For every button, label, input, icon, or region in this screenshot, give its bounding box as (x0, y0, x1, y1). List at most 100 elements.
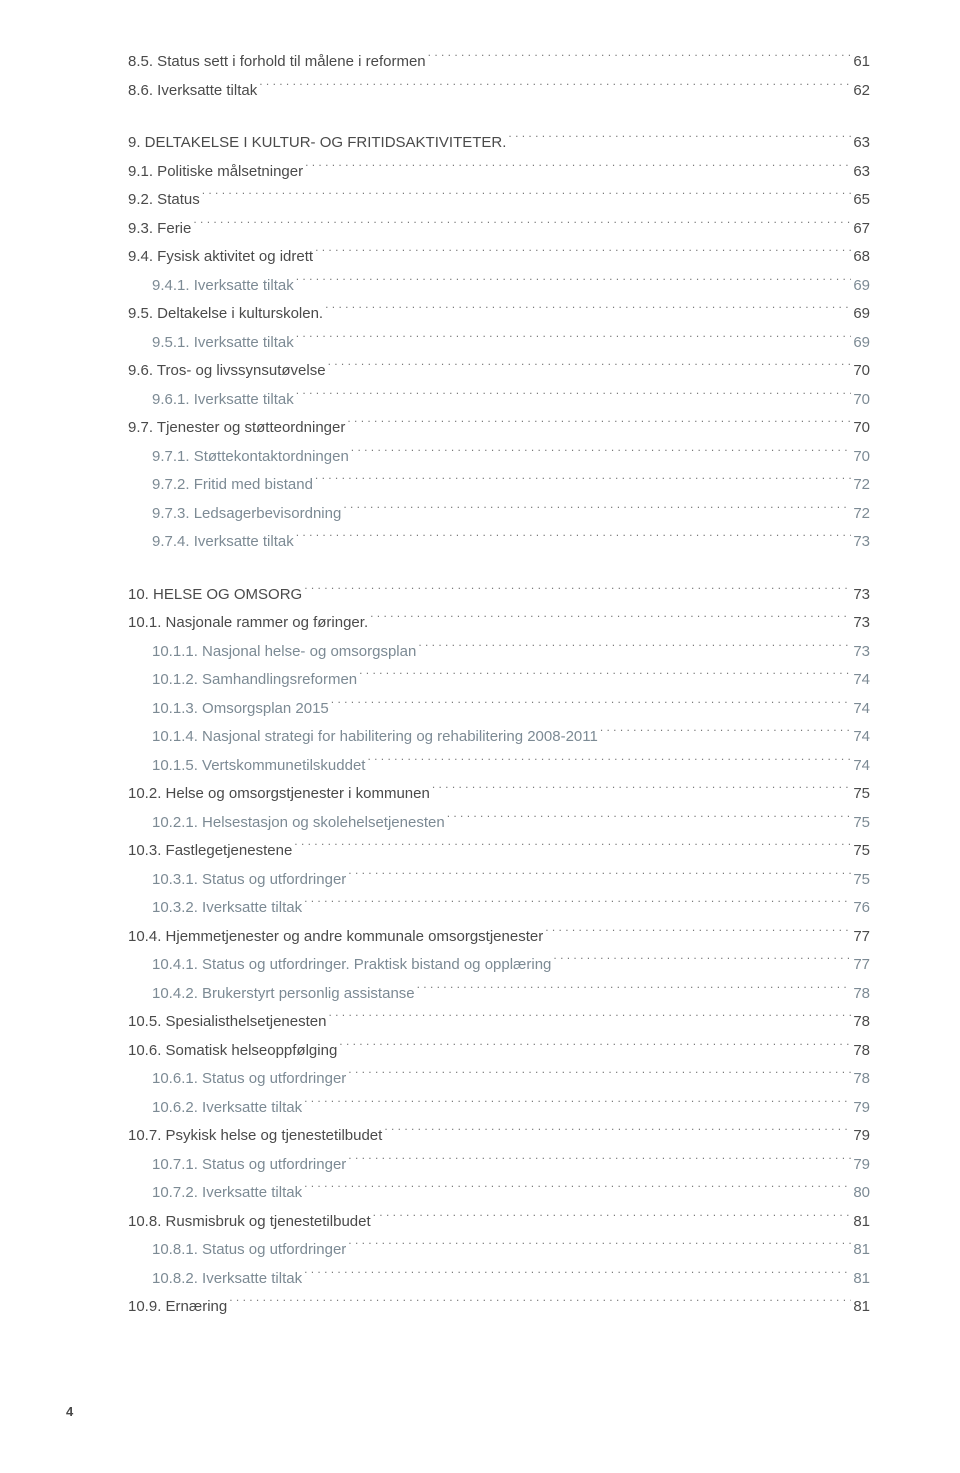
toc-entry-label: 10.4.2. Brukerstyrt personlig assistanse (152, 980, 415, 1009)
toc-entry-page: 73 (853, 609, 870, 638)
toc-entry-label: 9.6. Tros- og livssynsutøvelse (128, 357, 326, 386)
toc-entry-page: 63 (853, 129, 870, 158)
toc-spacer (90, 105, 870, 129)
toc-entry-page: 67 (853, 215, 870, 244)
toc-dot-leader (296, 275, 852, 290)
toc-entry-label: 9.7. Tjenester og støtteordninger (128, 414, 345, 443)
toc-entry: 10.1. Nasjonale rammer og føringer. 73 (90, 609, 870, 638)
toc-entry-label: 10.3. Fastlegetjenestene (128, 837, 292, 866)
toc-entry-page: 72 (853, 471, 870, 500)
toc-entry-page: 81 (853, 1236, 870, 1265)
toc-entry: 9.7. Tjenester og støtteordninger 70 (90, 414, 870, 443)
toc-entry-label: 10.6.1. Status og utfordringer (152, 1065, 346, 1094)
toc-entry-page: 74 (853, 723, 870, 752)
toc-entry-label: 9.7.2. Fritid med bistand (152, 471, 313, 500)
toc-entry: 9.7.1. Støttekontaktordningen70 (90, 443, 870, 472)
toc-entry: 10.4.1. Status og utfordringer. Praktisk… (90, 951, 870, 980)
toc-entry-label: 10.5. Spesialisthelsetjenesten (128, 1008, 326, 1037)
toc-dot-leader (432, 783, 851, 798)
toc-dot-leader (428, 51, 852, 66)
toc-dot-leader (553, 954, 851, 969)
toc-entry-page: 69 (853, 272, 870, 301)
toc-entry: 10.8.2. Iverksatte tiltak81 (90, 1265, 870, 1294)
toc-entry-page: 81 (853, 1293, 870, 1322)
toc-entry: 10.7.2. Iverksatte tiltak 80 (90, 1179, 870, 1208)
toc-entry-page: 78 (853, 1008, 870, 1037)
toc-dot-leader (202, 189, 852, 204)
toc-entry-page: 70 (853, 443, 870, 472)
toc-dot-leader (315, 246, 851, 261)
toc-entry: 9.1. Politiske målsetninger63 (90, 158, 870, 187)
toc-entry-label: 9. DELTAKELSE I KULTUR- OG FRITIDSAKTIVI… (128, 129, 506, 158)
toc-entry-label: 9.7.3. Ledsagerbevisordning (152, 500, 341, 529)
toc-dot-leader (373, 1211, 852, 1226)
toc-entry-page: 61 (853, 48, 870, 77)
toc-entry: 10.3.2. Iverksatte tiltak76 (90, 894, 870, 923)
toc-entry-page: 80 (853, 1179, 870, 1208)
toc-entry: 10.6. Somatisk helseoppfølging 78 (90, 1037, 870, 1066)
toc-entry-page: 79 (853, 1094, 870, 1123)
toc-entry: 10.1.2. Samhandlingsreformen74 (90, 666, 870, 695)
toc-entry: 10.6.2. Iverksatte tiltak79 (90, 1094, 870, 1123)
toc-entry-label: 9.4. Fysisk aktivitet og idrett (128, 243, 313, 272)
toc-entry-page: 76 (853, 894, 870, 923)
toc-entry-label: 10.4. Hjemmetjenester og andre kommunale… (128, 923, 543, 952)
toc-dot-leader (447, 812, 852, 827)
toc-dot-leader (384, 1125, 851, 1140)
toc-entry-label: 10.6. Somatisk helseoppfølging (128, 1037, 337, 1066)
toc-entry: 10.4. Hjemmetjenester og andre kommunale… (90, 923, 870, 952)
toc-dot-leader (348, 869, 851, 884)
toc-entry: 9.4.1. Iverksatte tiltak69 (90, 272, 870, 301)
toc-spacer (90, 557, 870, 581)
toc-entry: 10.1.4. Nasjonal strategi for habiliteri… (90, 723, 870, 752)
toc-entry-page: 78 (853, 1065, 870, 1094)
toc-entry-label: 10.7.2. Iverksatte tiltak (152, 1179, 302, 1208)
toc-entry: 10.7.1. Status og utfordringer79 (90, 1151, 870, 1180)
toc-entry-page: 70 (853, 386, 870, 415)
toc-entry-label: 10.4.1. Status og utfordringer. Praktisk… (152, 951, 551, 980)
toc-entry: 10.8.1. Status og utfordringer 81 (90, 1236, 870, 1265)
toc-entry: 10.2.1. Helsestasjon og skolehelsetjenes… (90, 809, 870, 838)
toc-entry: 10.6.1. Status og utfordringer 78 (90, 1065, 870, 1094)
toc-dot-leader (351, 446, 852, 461)
toc-entry-page: 75 (853, 866, 870, 895)
toc-entry-page: 62 (853, 77, 870, 106)
toc-entry-page: 78 (853, 1037, 870, 1066)
toc-entry-label: 10. HELSE OG OMSORG (128, 581, 302, 610)
toc-dot-leader (296, 389, 852, 404)
toc-entry-label: 10.1. Nasjonale rammer og føringer. (128, 609, 368, 638)
toc-entry-label: 10.1.4. Nasjonal strategi for habiliteri… (152, 723, 598, 752)
toc-dot-leader (348, 1239, 851, 1254)
toc-entry-page: 72 (853, 500, 870, 529)
toc-entry-page: 75 (853, 809, 870, 838)
toc-entry: 10.1.1. Nasjonal helse- og omsorgsplan73 (90, 638, 870, 667)
toc-entry-label: 10.7.1. Status og utfordringer (152, 1151, 346, 1180)
page-number: 4 (66, 1404, 73, 1419)
toc-entry: 10.1.5. Vertskommunetilskuddet74 (90, 752, 870, 781)
toc-dot-leader (315, 474, 851, 489)
toc-entry-page: 73 (853, 638, 870, 667)
toc-entry-page: 70 (853, 357, 870, 386)
toc-dot-leader (305, 161, 851, 176)
toc-dot-leader (600, 726, 851, 741)
toc-entry-label: 10.8.1. Status og utfordringer (152, 1236, 346, 1265)
toc-dot-leader (417, 983, 852, 998)
toc-dot-leader (193, 218, 851, 233)
toc-entry: 9.5.1. Iverksatte tiltak69 (90, 329, 870, 358)
toc-entry-page: 79 (853, 1122, 870, 1151)
toc-entry-page: 68 (853, 243, 870, 272)
toc-entry: 10.8. Rusmisbruk og tjenestetilbudet81 (90, 1208, 870, 1237)
toc-entry-page: 73 (853, 528, 870, 557)
toc-entry: 9.6.1. Iverksatte tiltak70 (90, 386, 870, 415)
toc-entry-label: 10.3.1. Status og utfordringer (152, 866, 346, 895)
toc-entry-label: 8.6. Iverksatte tiltak (128, 77, 257, 106)
toc-entry-label: 10.8.2. Iverksatte tiltak (152, 1265, 302, 1294)
toc-dot-leader (296, 531, 852, 546)
toc-dot-leader (418, 641, 851, 656)
toc-entry-page: 69 (853, 300, 870, 329)
toc-entry-page: 70 (853, 414, 870, 443)
toc-entry-page: 78 (853, 980, 870, 1009)
toc-dot-leader (229, 1296, 851, 1311)
toc-entry-label: 9.7.4. Iverksatte tiltak (152, 528, 294, 557)
toc-dot-leader (328, 1011, 851, 1026)
